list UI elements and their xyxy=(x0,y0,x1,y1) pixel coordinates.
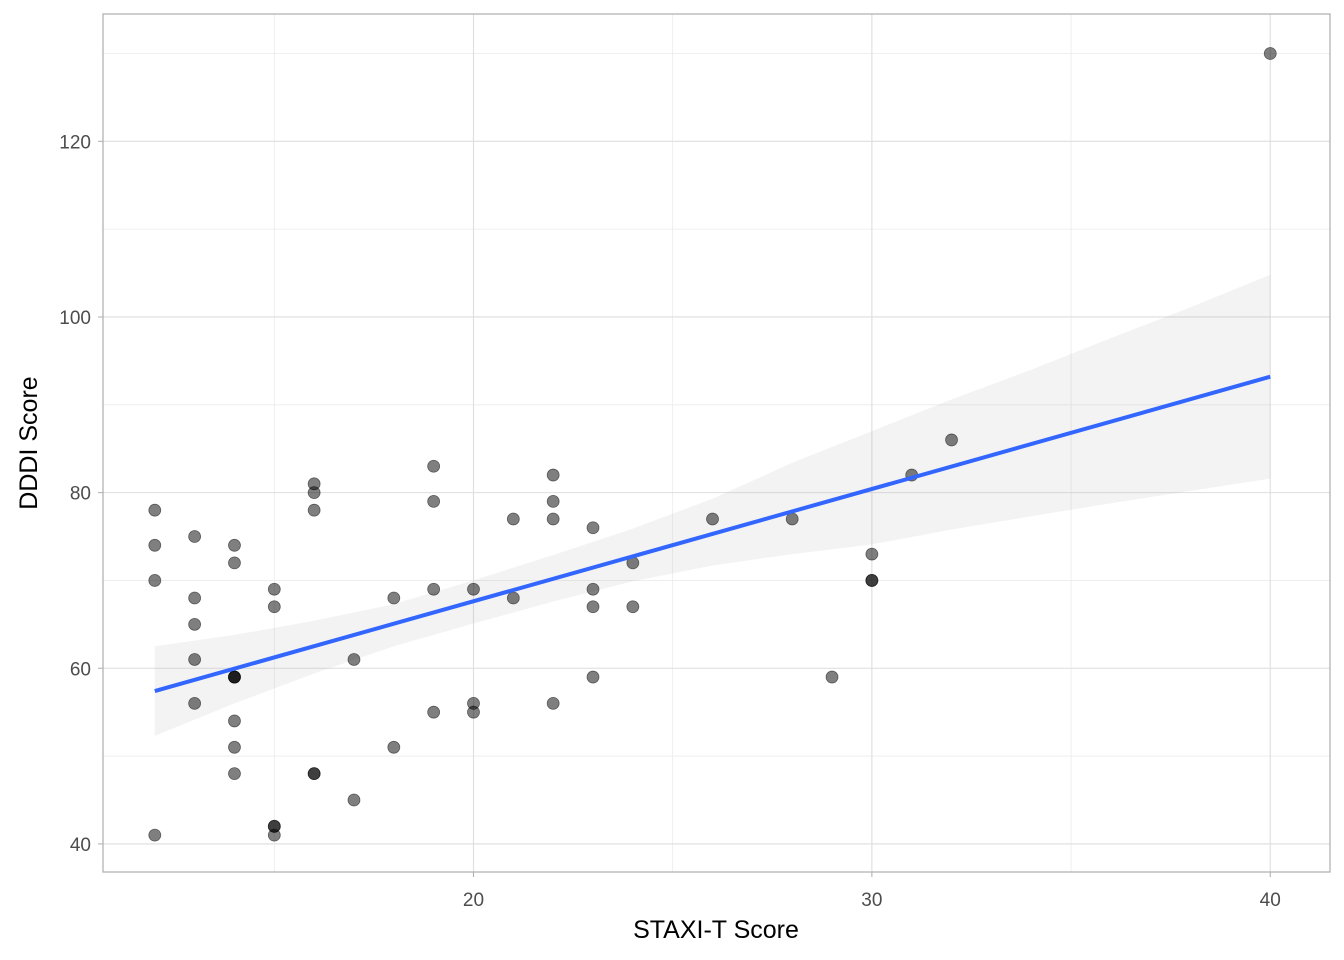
data-point xyxy=(427,582,441,596)
data-point xyxy=(467,582,480,596)
confidence-band xyxy=(154,274,1271,736)
data-point xyxy=(228,556,241,570)
data-point xyxy=(387,591,401,605)
data-point xyxy=(427,495,441,508)
y-tick-label: 80 xyxy=(70,484,91,505)
data-point xyxy=(228,538,241,552)
data-point xyxy=(626,600,640,614)
data-point xyxy=(228,714,241,728)
data-point xyxy=(506,591,520,605)
minor-gridlines xyxy=(103,14,1330,872)
data-point xyxy=(1263,47,1277,60)
y-axis-ticks: 40 60 80 100 120 xyxy=(59,132,103,856)
data-point xyxy=(945,433,958,447)
data-point xyxy=(148,503,162,517)
data-point xyxy=(228,740,241,754)
data-point xyxy=(586,600,600,614)
data-point xyxy=(427,459,441,473)
major-gridlines xyxy=(103,14,1330,872)
data-point xyxy=(307,767,321,781)
data-point xyxy=(188,696,202,710)
data-point xyxy=(427,705,441,719)
trend-line xyxy=(154,374,1271,694)
data-point xyxy=(267,819,281,833)
data-point xyxy=(506,512,520,526)
y-tick-label: 40 xyxy=(70,835,91,856)
plot-border xyxy=(102,13,1331,873)
data-point xyxy=(267,582,281,596)
data-point xyxy=(387,740,401,754)
data-point xyxy=(347,653,361,666)
data-points xyxy=(148,47,1277,842)
x-axis-title: STAXI-T Score xyxy=(633,916,799,944)
data-point xyxy=(467,705,480,719)
x-tick-label: 40 xyxy=(1260,890,1281,911)
data-point xyxy=(586,670,600,684)
data-point xyxy=(546,696,560,710)
data-point xyxy=(546,495,560,508)
data-point xyxy=(188,617,202,631)
data-point xyxy=(546,512,560,526)
data-point xyxy=(586,582,600,596)
y-tick-label: 120 xyxy=(59,132,91,153)
data-point xyxy=(546,468,560,482)
data-point xyxy=(706,512,719,526)
data-point xyxy=(307,486,321,500)
data-point xyxy=(228,767,241,781)
data-point xyxy=(188,653,202,666)
data-point xyxy=(307,503,321,517)
data-point xyxy=(865,574,879,587)
data-point xyxy=(148,574,162,587)
data-point xyxy=(228,670,241,684)
data-point xyxy=(865,547,879,561)
x-axis-ticks: 20 30 40 xyxy=(463,872,1281,911)
data-point xyxy=(188,530,202,543)
data-point xyxy=(148,538,162,552)
x-tick-label: 30 xyxy=(861,890,882,911)
data-point xyxy=(347,793,361,807)
data-point xyxy=(148,828,162,842)
plot-background xyxy=(103,14,1330,872)
x-tick-label: 20 xyxy=(463,890,484,911)
data-point xyxy=(188,591,202,605)
y-tick-label: 100 xyxy=(59,308,91,329)
y-tick-label: 60 xyxy=(70,659,91,680)
data-point xyxy=(785,512,799,526)
data-point xyxy=(267,600,281,614)
data-point xyxy=(586,521,600,535)
y-axis-title: DDDI Score xyxy=(15,376,43,509)
data-point xyxy=(825,670,839,684)
